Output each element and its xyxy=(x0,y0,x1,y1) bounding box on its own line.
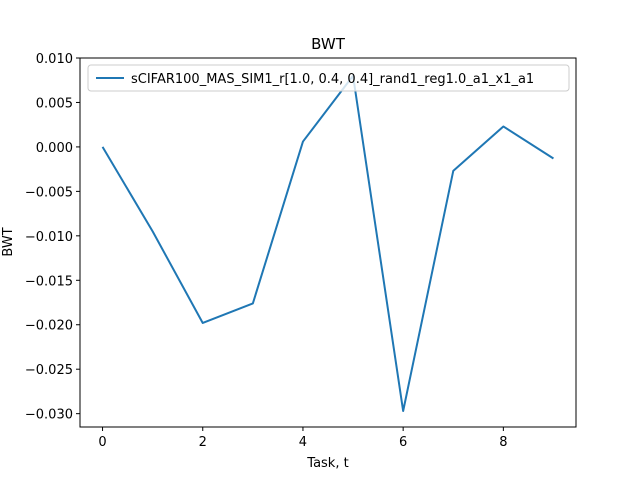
y-tick-label: 0.005 xyxy=(36,96,73,111)
x-tick-label: 6 xyxy=(399,435,407,450)
x-tick-label: 4 xyxy=(299,435,307,450)
y-axis: 0.010 0.005 0.000 −0.005 −0.010 −0.015 −0.020 −… xyxy=(25,52,80,423)
x-tick-label: 2 xyxy=(199,435,207,450)
y-tick-label: −0.005 xyxy=(25,185,73,200)
y-tick-label: −0.010 xyxy=(25,230,73,245)
x-axis: 0 2 4 6 8 xyxy=(98,427,507,450)
legend-box xyxy=(87,64,570,92)
y-tick-label: 0.000 xyxy=(36,141,73,156)
series-line xyxy=(101,74,554,412)
x-axis-label: Task, t xyxy=(306,456,348,471)
plot-frame xyxy=(79,57,577,428)
plot-series xyxy=(101,74,554,412)
y-tick-label: −0.020 xyxy=(25,319,73,334)
y-axis-label: BWT xyxy=(1,227,16,256)
legend: sCIFAR100_MAS_SIM1_r[1.0, 0.4, 0.4]_rand… xyxy=(87,64,570,92)
y-tick-label: −0.025 xyxy=(25,363,73,378)
y-tick-label: 0.010 xyxy=(36,52,73,67)
x-tick-label: 8 xyxy=(499,435,507,450)
y-tick-label: −0.030 xyxy=(25,408,73,423)
x-tick-label: 0 xyxy=(98,435,106,450)
legend-label: sCIFAR100_MAS_SIM1_r[1.0, 0.4, 0.4]_rand… xyxy=(131,72,534,87)
chart-title: BWT xyxy=(311,35,346,53)
y-tick-label: −0.015 xyxy=(25,274,73,289)
